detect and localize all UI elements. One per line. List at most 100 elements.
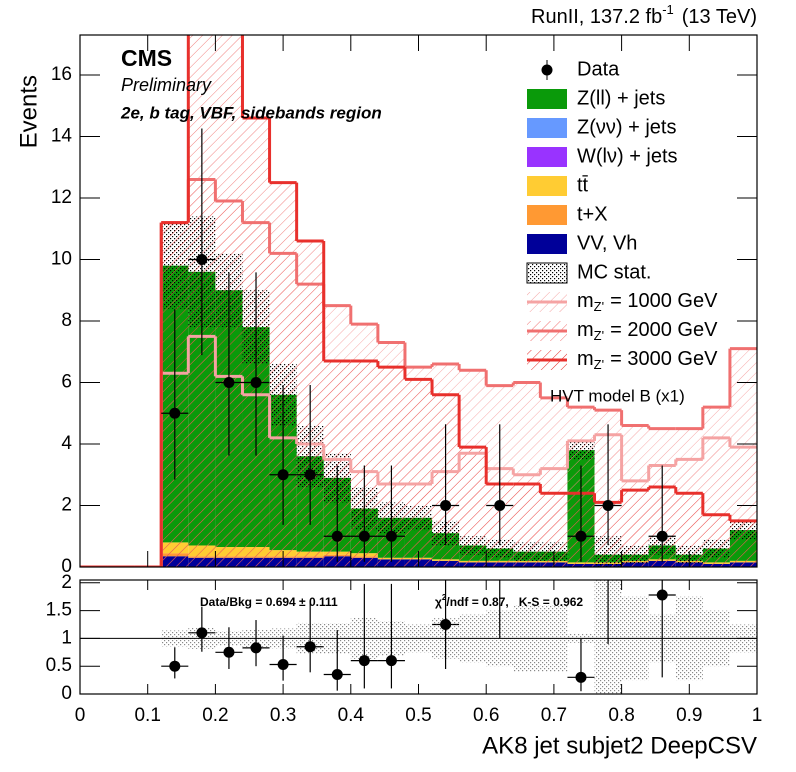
x-tick-label: 0	[75, 705, 86, 726]
x-tick-label: 0.8	[608, 705, 634, 726]
x-tick-label: 1	[752, 705, 763, 726]
y-tick-label: 2	[61, 495, 72, 516]
ratio-point	[196, 627, 208, 639]
main-plot	[80, 35, 757, 567]
legend-label-m: m	[577, 290, 594, 312]
data-point	[494, 499, 506, 511]
signal-hatch	[459, 447, 487, 567]
ratio-point	[440, 618, 452, 630]
ratio-point	[169, 660, 181, 672]
legend-label: t+X	[577, 203, 608, 225]
ratio-y-tick-label: 0.5	[46, 655, 72, 676]
legend-label-sub: Z'	[594, 328, 604, 343]
legend-swatch	[527, 118, 567, 138]
legend-label: Data	[577, 58, 620, 80]
x-tick-label: 0.9	[676, 705, 702, 726]
signal-hatch	[702, 514, 730, 567]
ratio-point	[385, 655, 397, 667]
y-tick-label: 10	[51, 249, 72, 270]
legend-label: Z(νν) + jets	[577, 116, 676, 138]
data-point	[656, 530, 668, 542]
data-point	[196, 253, 208, 265]
signal-hatch	[513, 483, 541, 567]
model-label: HVT model B (x1)	[550, 386, 685, 405]
chi2-symbol: χ	[435, 595, 442, 609]
ratio-point	[331, 669, 343, 681]
y-tick-label: 12	[51, 187, 72, 208]
legend-label-rest: = 1000 GeV	[610, 290, 718, 312]
ratio-point	[575, 671, 587, 683]
legend-label-m: m	[577, 348, 594, 370]
legend-label-sub: Z'	[594, 299, 604, 314]
y-tick-label: 4	[61, 433, 72, 454]
data-point	[440, 499, 452, 511]
ratio-y-tick-label: 0	[61, 683, 72, 704]
legend-swatch	[527, 147, 567, 167]
header-exp: -1	[662, 2, 674, 17]
legend-swatch	[527, 176, 567, 196]
y-tick-label: 0	[61, 556, 72, 577]
y-tick-label: 6	[61, 372, 72, 393]
x-tick-label: 0.4	[338, 705, 365, 726]
header-energy: (13 TeV)	[682, 6, 757, 28]
y-axis-title: Events	[15, 75, 42, 148]
data-point	[331, 530, 343, 542]
x-axis-title: AK8 jet subjet2 DeepCSV	[482, 732, 757, 759]
ratio-point	[304, 641, 316, 653]
ratio-point	[277, 659, 289, 671]
data-point	[277, 469, 289, 481]
x-tick-label: 0.1	[134, 705, 160, 726]
legend-label: MC stat.	[577, 261, 651, 283]
ratio-y-tick-label: 2	[61, 572, 72, 593]
ratio-plot	[80, 580, 757, 694]
data-point	[602, 499, 614, 511]
legend-data-marker	[541, 64, 553, 76]
x-tick-label: 0.2	[202, 705, 228, 726]
legend-label: mZ' = 1000 GeV	[577, 290, 718, 314]
legend-label-sub: Z'	[594, 357, 604, 372]
signal-hatch	[729, 520, 757, 567]
legend-swatch	[527, 89, 567, 109]
ratio-point	[250, 642, 262, 654]
x-tick-label: 0.5	[405, 705, 431, 726]
ratio-y-tick-label: 1.5	[46, 600, 72, 621]
legend-label: tt̄	[577, 174, 589, 196]
y-tick-label: 8	[61, 310, 72, 331]
y-tick-label: 16	[51, 64, 72, 85]
x-tick-label: 0.3	[270, 705, 296, 726]
header-lumi: RunII, 137.2 fb	[531, 6, 662, 28]
data-point	[250, 376, 262, 388]
ratio-point	[358, 655, 370, 667]
x-tick-label: 0.6	[473, 705, 499, 726]
data-point	[385, 530, 397, 542]
x-tick-label: 0.7	[541, 705, 567, 726]
chi2-label: χ2/ndf = 0.87, K-S = 0.962	[435, 593, 583, 609]
ratio-y-tick-label: 1	[61, 627, 72, 648]
preliminary-label: Preliminary	[121, 75, 212, 95]
data-point	[304, 469, 316, 481]
ratio-point	[223, 646, 235, 658]
data-point	[358, 530, 370, 542]
ratio-point	[656, 589, 668, 601]
legend-label-rest: = 2000 GeV	[610, 319, 718, 341]
signal-hatch	[404, 379, 433, 567]
header: RunII, 137.2 fb-1 (13 TeV)	[531, 2, 757, 28]
legend-swatch	[527, 234, 567, 254]
data-point	[575, 530, 587, 542]
legend-swatch	[526, 262, 568, 284]
legend-label: Z(ll) + jets	[577, 87, 665, 109]
chi2-exp: 2	[442, 593, 447, 602]
legend-label: W(lν) + jets	[577, 145, 678, 167]
region-label: 2e, b tag, VBF, sidebands region	[120, 103, 382, 122]
legend-label: VV, Vh	[577, 232, 637, 254]
legend-label: mZ' = 3000 GeV	[577, 348, 718, 372]
chi2-rest: /ndf = 0.87, K-S = 0.962	[446, 595, 583, 609]
signal-hatch	[621, 490, 649, 567]
y-tick-label: 14	[51, 125, 73, 146]
data-point	[223, 376, 235, 388]
databkg-label: Data/Bkg = 0.694 ± 0.111	[200, 595, 338, 609]
cms-label: CMS	[121, 45, 172, 71]
legend-label: mZ' = 2000 GeV	[577, 319, 718, 343]
